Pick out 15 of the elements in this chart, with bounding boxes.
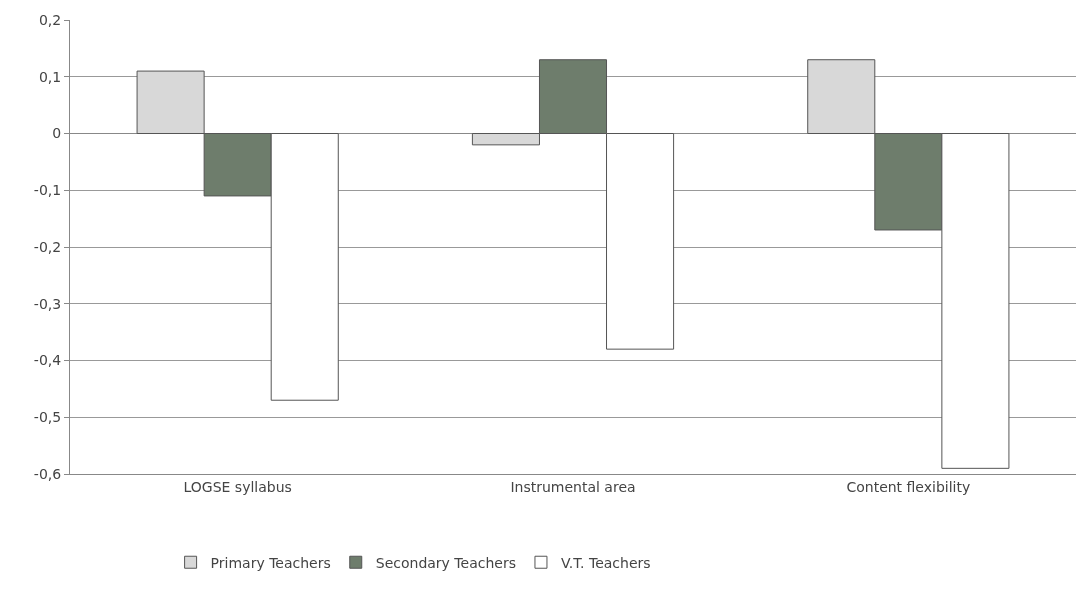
legend-label: Secondary Teachers (375, 554, 516, 571)
x-tick-label: Content flexibility (846, 478, 971, 495)
x-tick-label: Instrumental area (510, 478, 636, 495)
y-tick-label: 0 (52, 125, 62, 142)
x-tick-label: LOGSE syllabus (183, 478, 292, 495)
legend-label: Primary Teachers (210, 554, 331, 571)
legend-label: V.T. Teachers (560, 554, 651, 571)
y-tick-label: -0,4 (33, 352, 62, 369)
y-tick-label: -0,2 (33, 238, 62, 255)
y-tick-label: 0,1 (38, 68, 62, 85)
y-tick-label: -0,1 (33, 182, 62, 199)
y-tick-label: -0,6 (33, 465, 62, 482)
y-tick-label: 0,2 (38, 11, 62, 28)
y-tick-label: -0,3 (33, 295, 62, 312)
y-tick-label: -0,5 (33, 409, 62, 426)
